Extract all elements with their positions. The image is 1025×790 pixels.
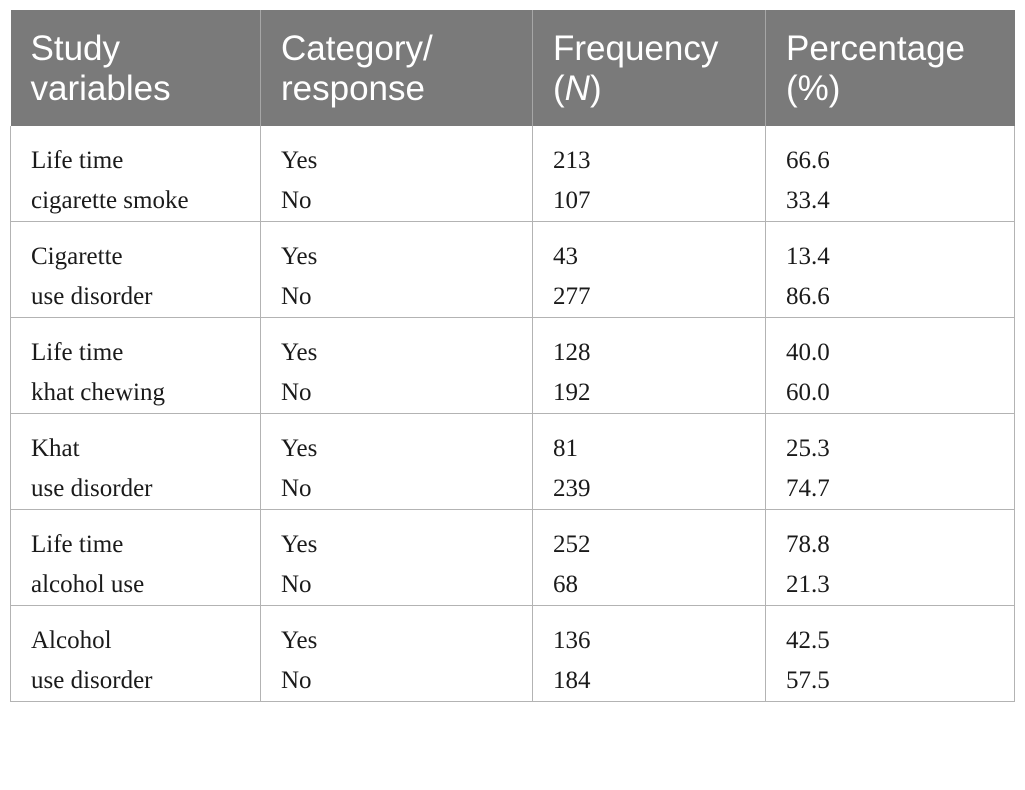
cell-text: 81	[553, 435, 578, 462]
cell-text: No	[281, 187, 312, 214]
cell-frequency: 213 107	[532, 126, 766, 222]
header-text: response	[281, 69, 425, 108]
cell-text: 128	[553, 339, 591, 366]
header-category-response: Category/ response	[260, 10, 533, 126]
table-body: Life time cigarette smoke Yes No 213 107…	[10, 126, 1015, 702]
cell-text: 13.4	[786, 243, 830, 270]
cell-text: use disorder	[31, 667, 153, 694]
cell-text: 40.0	[786, 339, 830, 366]
header-frequency: Frequency (N)	[532, 10, 766, 126]
cell-text: 43	[553, 243, 578, 270]
cell-text: No	[281, 475, 312, 502]
cell-frequency: 128 192	[532, 317, 766, 414]
header-text: Percentage	[786, 29, 966, 68]
table-row: Alcohol use disorder Yes No 136 184 42.5…	[10, 605, 1015, 702]
cell-text: Yes	[281, 531, 318, 558]
n-symbol: N	[564, 69, 590, 108]
header-percentage: Percentage (%)	[765, 10, 1015, 126]
table-header: Study variables Category/ response Frequ…	[10, 10, 1015, 126]
cell-text: 184	[553, 667, 591, 694]
cell-text: Yes	[281, 147, 318, 174]
cell-text: alcohol use	[31, 571, 145, 598]
cell-frequency: 252 68	[532, 509, 766, 606]
cell-text: use disorder	[31, 283, 153, 310]
cell-text: 213	[553, 147, 591, 174]
cell-text: 239	[553, 475, 591, 502]
cell-text: 277	[553, 283, 591, 310]
paren-open: (	[553, 69, 565, 108]
substance-use-table: Study variables Category/ response Frequ…	[10, 10, 1015, 702]
table-row: Cigarette use disorder Yes No 43 277 13.…	[10, 221, 1015, 318]
header-text: Study	[30, 29, 121, 68]
cell-text: use disorder	[31, 475, 153, 502]
cell-text: Life time	[31, 339, 124, 366]
cell-response: Yes No	[260, 317, 533, 414]
header-text: (%)	[786, 69, 841, 108]
cell-response: Yes No	[260, 605, 533, 702]
table-row: Life time cigarette smoke Yes No 213 107…	[10, 126, 1015, 222]
cell-text: 74.7	[786, 475, 830, 502]
cell-text: Life time	[31, 147, 124, 174]
cell-variable: Cigarette use disorder	[10, 221, 261, 318]
cell-text: 42.5	[786, 627, 830, 654]
cell-percentage: 42.5 57.5	[765, 605, 1015, 702]
cell-text: 86.6	[786, 283, 830, 310]
header-text: Category/	[281, 29, 433, 68]
cell-response: Yes No	[260, 221, 533, 318]
cell-text: No	[281, 379, 312, 406]
cell-frequency: 43 277	[532, 221, 766, 318]
cell-text: Yes	[281, 339, 318, 366]
cell-variable: Alcohol use disorder	[10, 605, 261, 702]
cell-text: 66.6	[786, 147, 830, 174]
header-text: Frequency	[553, 29, 719, 68]
cell-percentage: 40.0 60.0	[765, 317, 1015, 414]
cell-text: No	[281, 283, 312, 310]
cell-text: 252	[553, 531, 591, 558]
cell-text: 78.8	[786, 531, 830, 558]
cell-text: Yes	[281, 243, 318, 270]
header-frequency-unit: (N)	[553, 69, 745, 109]
cell-text: Alcohol	[31, 627, 112, 654]
cell-percentage: 25.3 74.7	[765, 413, 1015, 510]
cell-text: cigarette smoke	[31, 187, 189, 214]
cell-text: 68	[553, 571, 578, 598]
paren-close: )	[589, 69, 602, 108]
cell-text: 25.3	[786, 435, 830, 462]
cell-text: 136	[553, 627, 591, 654]
cell-response: Yes No	[260, 413, 533, 510]
cell-frequency: 136 184	[532, 605, 766, 702]
cell-variable: Life time cigarette smoke	[10, 126, 261, 222]
cell-percentage: 13.4 86.6	[765, 221, 1015, 318]
cell-text: Cigarette	[31, 243, 123, 270]
cell-frequency: 81 239	[532, 413, 766, 510]
cell-text: 21.3	[786, 571, 830, 598]
cell-text: Khat	[31, 435, 80, 462]
cell-variable: Khat use disorder	[10, 413, 261, 510]
cell-text: Life time	[31, 531, 124, 558]
cell-response: Yes No	[260, 126, 533, 222]
cell-text: No	[281, 571, 312, 598]
header-row: Study variables Category/ response Frequ…	[10, 10, 1015, 126]
cell-text: 107	[553, 187, 591, 214]
table-row: Life time alcohol use Yes No 252 68 78.8…	[10, 509, 1015, 606]
cell-text: 192	[553, 379, 591, 406]
cell-variable: Life time khat chewing	[10, 317, 261, 414]
cell-text: 57.5	[786, 667, 830, 694]
cell-percentage: 66.6 33.4	[765, 126, 1015, 222]
cell-text: 60.0	[786, 379, 830, 406]
cell-text: Yes	[281, 435, 318, 462]
table-row: Khat use disorder Yes No 81 239 25.3 74.…	[10, 413, 1015, 510]
header-study-variables: Study variables	[11, 10, 261, 126]
cell-response: Yes No	[260, 509, 533, 606]
table-row: Life time khat chewing Yes No 128 192 40…	[10, 317, 1015, 414]
cell-text: 33.4	[786, 187, 830, 214]
cell-percentage: 78.8 21.3	[765, 509, 1015, 606]
cell-variable: Life time alcohol use	[10, 509, 261, 606]
cell-text: Yes	[281, 627, 318, 654]
header-text: variables	[30, 69, 171, 108]
cell-text: No	[281, 667, 312, 694]
cell-text: khat chewing	[31, 379, 165, 406]
